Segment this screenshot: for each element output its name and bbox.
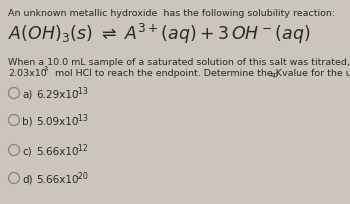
Text: -13: -13 bbox=[76, 86, 89, 95]
Text: 2.03x10: 2.03x10 bbox=[8, 69, 47, 78]
Text: 5.66x10: 5.66x10 bbox=[36, 174, 78, 184]
Text: -20: -20 bbox=[76, 171, 89, 180]
Text: 5.66x10: 5.66x10 bbox=[36, 146, 78, 156]
Text: An unknown metallic hydroxide  has the following solubility reaction:: An unknown metallic hydroxide has the fo… bbox=[8, 9, 335, 18]
Text: 6.29x10: 6.29x10 bbox=[36, 90, 78, 100]
Text: d): d) bbox=[22, 174, 33, 184]
Text: a): a) bbox=[22, 90, 32, 100]
Text: value for the unknown.: value for the unknown. bbox=[279, 69, 350, 78]
Text: When a 10.0 mL sample of a saturated solution of this salt was titrated, it requ: When a 10.0 mL sample of a saturated sol… bbox=[8, 58, 350, 67]
Text: 5.09x10: 5.09x10 bbox=[36, 116, 78, 126]
Text: c): c) bbox=[22, 146, 32, 156]
Text: -13: -13 bbox=[76, 113, 89, 122]
Text: -12: -12 bbox=[76, 143, 89, 152]
Text: mol HCl to reach the endpoint. Determine the K: mol HCl to reach the endpoint. Determine… bbox=[52, 69, 282, 78]
Text: -3: -3 bbox=[42, 66, 49, 72]
Text: b): b) bbox=[22, 116, 33, 126]
Text: sp: sp bbox=[271, 72, 279, 78]
Text: $A(OH)_3(s)$ $\rightleftharpoons$ $A^{3+}(aq) + 3\,OH^-(aq)$: $A(OH)_3(s)$ $\rightleftharpoons$ $A^{3+… bbox=[8, 22, 310, 46]
